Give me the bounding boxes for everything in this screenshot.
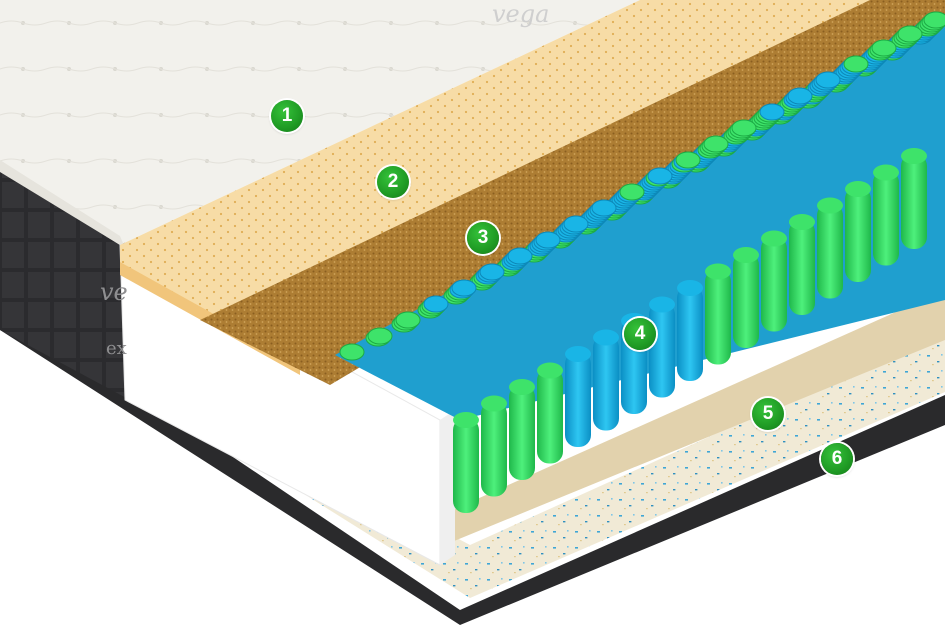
spring-top xyxy=(535,231,561,249)
spring-top xyxy=(759,103,785,121)
side-brand-text: ve xyxy=(100,278,128,306)
spring-top xyxy=(563,215,589,233)
spring-top xyxy=(897,25,923,43)
spring-column-top xyxy=(733,247,759,263)
spring-column xyxy=(649,302,675,398)
spring-top xyxy=(871,39,897,57)
spring-column xyxy=(789,220,815,315)
spring-column xyxy=(873,170,899,266)
spring-column-top xyxy=(873,164,899,181)
spring-column-top xyxy=(509,379,535,395)
spring-top xyxy=(591,199,617,217)
spring-column xyxy=(901,154,927,249)
spring-top xyxy=(395,311,421,329)
spring-top xyxy=(619,183,645,201)
spring-column-top xyxy=(593,329,619,346)
spring-column-top xyxy=(677,280,703,296)
spring-column xyxy=(509,385,535,480)
side-brand-subtext: ex xyxy=(106,338,127,359)
spring-column xyxy=(733,253,759,348)
spring-top xyxy=(339,343,365,361)
spring-top xyxy=(479,263,505,281)
spring-top xyxy=(815,71,841,89)
spring-column-top xyxy=(789,214,815,230)
spring-top xyxy=(787,87,813,105)
layer-1-quilted-cover xyxy=(0,0,640,245)
spring-column xyxy=(593,335,619,431)
spring-column-top xyxy=(453,412,479,428)
spring-column-top xyxy=(537,362,563,379)
spring-top xyxy=(367,327,393,345)
callout-1-badge: 1 xyxy=(271,100,303,132)
spring-column xyxy=(677,286,703,381)
spring-top xyxy=(703,135,729,153)
spring-column-top xyxy=(565,346,591,362)
spring-column-top xyxy=(481,395,507,412)
spring-top xyxy=(731,119,757,137)
spring-top xyxy=(507,247,533,265)
spring-column xyxy=(761,236,787,332)
callout-5-badge: 5 xyxy=(752,398,784,430)
spring-column xyxy=(817,203,843,299)
spring-column xyxy=(481,401,507,497)
callout-4-badge: 4 xyxy=(624,318,656,350)
spring-column-top xyxy=(845,181,871,197)
spring-column xyxy=(565,352,591,447)
layer-4-spring-field-top xyxy=(335,25,945,420)
callout-3-badge: 3 xyxy=(467,222,499,254)
layer-3-coconut-fibre xyxy=(200,0,945,385)
callout-6-badge: 6 xyxy=(821,443,853,475)
layer-6-speckled-foam xyxy=(170,330,945,598)
mattress-side-fabric xyxy=(0,160,130,400)
spring-column xyxy=(453,418,479,513)
spring-column-top xyxy=(649,296,675,313)
spring-top xyxy=(675,151,701,169)
spring-top xyxy=(647,167,673,185)
spring-column xyxy=(537,368,563,464)
spring-top xyxy=(451,279,477,297)
spring-top xyxy=(843,55,869,73)
spring-column-top xyxy=(817,197,843,214)
spring-column-top xyxy=(901,148,927,164)
callout-2-badge: 2 xyxy=(377,166,409,198)
spring-column-top xyxy=(761,230,787,247)
spring-column-top xyxy=(705,263,731,280)
spring-column xyxy=(705,269,731,365)
spring-top xyxy=(423,295,449,313)
layer-4-pocket-springs xyxy=(339,11,945,513)
spring-top xyxy=(923,11,945,29)
cover-brand-text: vega xyxy=(492,0,550,28)
spring-column xyxy=(845,187,871,282)
